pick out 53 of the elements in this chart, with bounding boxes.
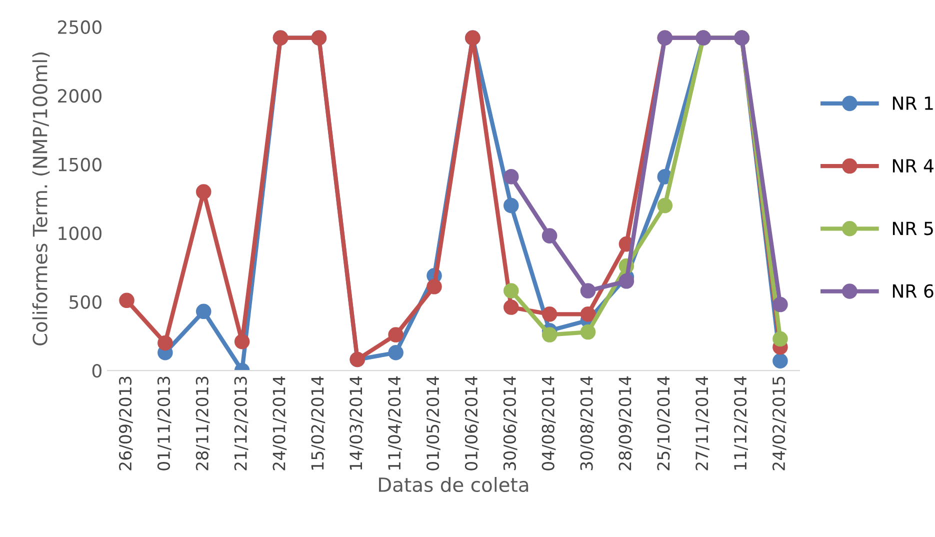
point [580, 283, 596, 298]
point [503, 169, 519, 184]
point [542, 228, 558, 244]
x-tick-label: 30/08/2014 [580, 376, 594, 470]
point [234, 334, 250, 350]
x-tick-label: 25/10/2014 [657, 376, 672, 470]
point [503, 300, 519, 315]
x-tick-label: 24/01/2014 [272, 376, 287, 470]
point [772, 296, 788, 312]
y-axis-title: Coliformes Term. (NMP/100ml) [32, 52, 50, 346]
point [196, 184, 212, 200]
point [426, 279, 442, 294]
x-tick-label: 21/12/2013 [234, 376, 248, 470]
legend-label: NR 6 [892, 284, 934, 298]
x-tick-label: 01/05/2014 [426, 376, 440, 470]
x-tick-label: 01/06/2014 [464, 376, 479, 470]
point [388, 345, 404, 360]
y-tick-label: 2000 [58, 89, 102, 103]
x-tick-label: 30/06/2014 [503, 376, 518, 470]
point [503, 283, 519, 298]
point [119, 292, 134, 308]
x-tick-label: 11/12/2014 [734, 376, 748, 470]
x-tick-label: 27/11/2014 [696, 376, 710, 470]
x-tick-label: 28/09/2014 [618, 376, 633, 470]
point [542, 306, 558, 322]
x-tick-label: 24/02/2015 [772, 376, 786, 470]
x-tick-label: 26/09/2013 [118, 376, 133, 470]
point [580, 306, 596, 322]
y-tick-label: 1500 [58, 158, 102, 172]
point [196, 304, 212, 320]
legend-label: NR 5 [892, 222, 933, 236]
x-tick-label: 04/08/2014 [542, 376, 556, 470]
x-tick-label: 15/02/2014 [311, 376, 326, 470]
point [580, 324, 596, 340]
point [542, 327, 558, 342]
point [772, 353, 788, 369]
x-tick-label: 01/11/2013 [157, 376, 172, 470]
point [657, 198, 673, 214]
point [388, 327, 404, 342]
y-tick-label: 0 [92, 364, 102, 378]
point [158, 335, 173, 351]
y-tick-label: 2500 [58, 20, 102, 34]
point [503, 198, 519, 214]
legend-label: NR 1 [892, 96, 933, 110]
x-tick-label: 14/03/2014 [350, 376, 364, 470]
x-tick-label: 11/04/2014 [388, 376, 402, 470]
y-tick-label: 500 [70, 295, 102, 309]
legend-label: NR 4 [892, 159, 934, 172]
x-tick-label: 28/11/2013 [196, 376, 210, 470]
point [772, 331, 788, 347]
point [618, 274, 634, 289]
y-tick-label: 1000 [58, 226, 102, 240]
x-axis-title: Datas de coleta [379, 477, 528, 492]
